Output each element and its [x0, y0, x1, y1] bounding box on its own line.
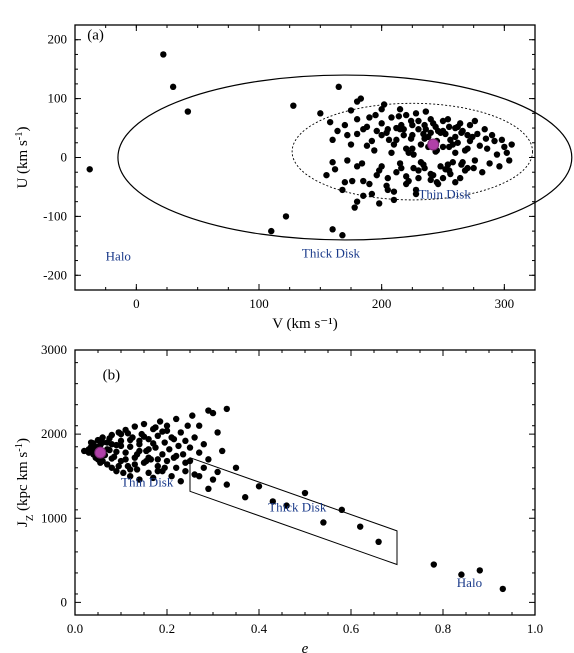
svg-text:Thin Disk: Thin Disk	[121, 474, 174, 489]
svg-text:-200: -200	[43, 267, 67, 282]
svg-text:e: e	[302, 641, 309, 653]
svg-text:0: 0	[61, 150, 68, 165]
svg-text:0.2: 0.2	[159, 621, 175, 636]
svg-text:Thick Disk: Thick Disk	[268, 500, 327, 515]
svg-text:0: 0	[133, 296, 140, 311]
svg-text:200: 200	[48, 32, 68, 47]
svg-text:U (km s-1): U (km s-1)	[14, 126, 32, 188]
svg-text:-100: -100	[43, 208, 67, 223]
svg-text:3000: 3000	[41, 342, 67, 357]
svg-text:200: 200	[372, 296, 392, 311]
svg-text:100: 100	[249, 296, 269, 311]
svg-text:0: 0	[61, 594, 68, 609]
svg-text:1000: 1000	[41, 510, 67, 525]
svg-text:100: 100	[48, 91, 68, 106]
svg-text:Halo: Halo	[106, 249, 131, 264]
svg-text:300: 300	[495, 296, 515, 311]
svg-text:V (km s⁻¹): V (km s⁻¹)	[272, 316, 337, 332]
plot-svg: 0 100 200 300 -200 -100 0 100 200 V (km s⁻¹) U (km…	[0, 0, 574, 653]
svg-text:0.4: 0.4	[251, 621, 268, 636]
svg-text:0.8: 0.8	[435, 621, 451, 636]
svg-text:Thin Disk: Thin Disk	[418, 187, 471, 202]
figure: 0 100 200 300 -200 -100 0 100 200 V (km s⁻¹) U (km…	[0, 0, 574, 653]
svg-text:(a): (a)	[87, 28, 104, 44]
svg-text:0.0: 0.0	[67, 621, 83, 636]
svg-text:1.0: 1.0	[527, 621, 543, 636]
svg-text:JZ (kpc km s-1): JZ (kpc km s-1)	[14, 438, 36, 527]
svg-text:(b): (b)	[103, 367, 121, 383]
svg-text:Thick Disk: Thick Disk	[302, 246, 361, 261]
svg-text:0.6: 0.6	[343, 621, 360, 636]
svg-text:Halo: Halo	[457, 575, 482, 590]
svg-text:2000: 2000	[41, 426, 67, 441]
